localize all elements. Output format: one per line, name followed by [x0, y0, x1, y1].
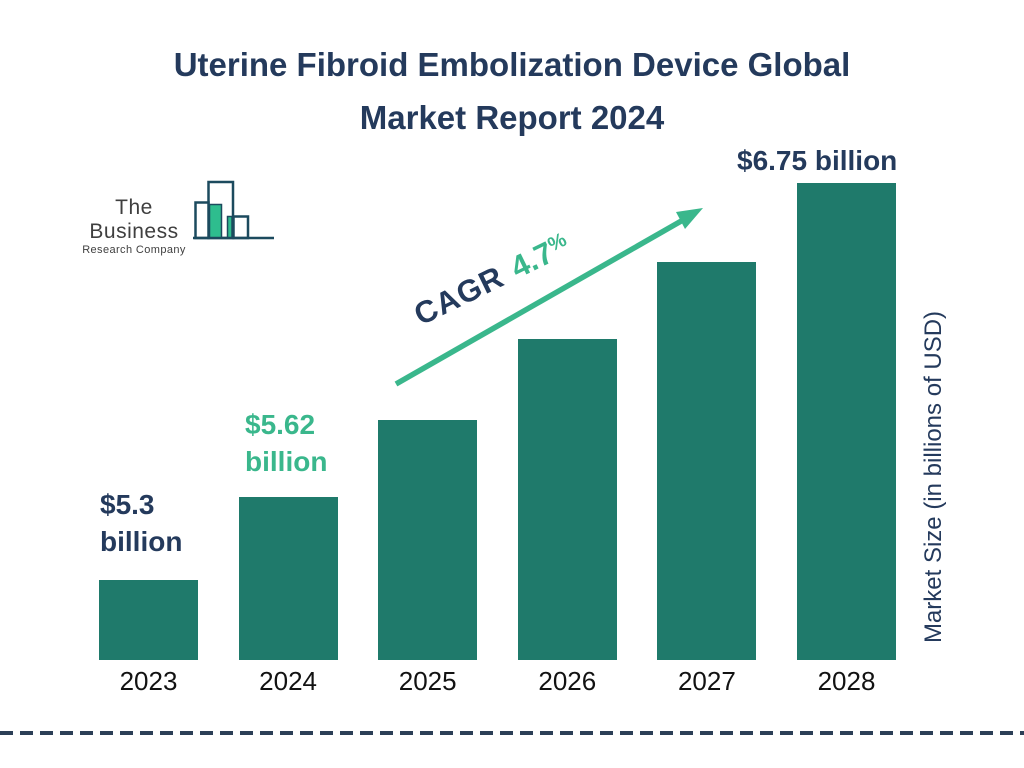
- x-axis-label-2028: 2028: [817, 666, 876, 696]
- x-axis-label-2026: 2026: [538, 666, 597, 696]
- bar-2028: [797, 183, 896, 660]
- bar-2027: [657, 262, 757, 660]
- x-axis-label-2027: 2027: [677, 666, 736, 696]
- bar-2023: [99, 580, 198, 660]
- brand-subname: Research Company: [82, 244, 186, 256]
- y-axis-label: Market Size (in billions of USD): [920, 310, 947, 644]
- brand-logo-text: The Business Research Company: [74, 196, 194, 257]
- title-line-2: Market Report 2024: [359, 99, 665, 136]
- brand-logo-bars-icon: [193, 180, 274, 240]
- value-label-2028: $6.75 billion: [737, 145, 898, 176]
- x-axis-label-2023: 2023: [119, 666, 178, 696]
- brand-name: The Business: [89, 196, 179, 243]
- x-axis-label-2024: 2024: [259, 666, 318, 696]
- bar-2026: [517, 339, 617, 660]
- page-title: Uterine Fibroid Embolization Device Glob…: [0, 38, 1024, 144]
- value-label-2024: $5.62 billion: [245, 409, 328, 477]
- bar-2025: [378, 420, 478, 660]
- title-line-1: Uterine Fibroid Embolization Device Glob…: [173, 46, 851, 83]
- x-axis-label-2025: 2025: [398, 666, 457, 696]
- value-label-2023: $5.3 billion: [100, 489, 183, 557]
- bar-2024: [238, 497, 338, 660]
